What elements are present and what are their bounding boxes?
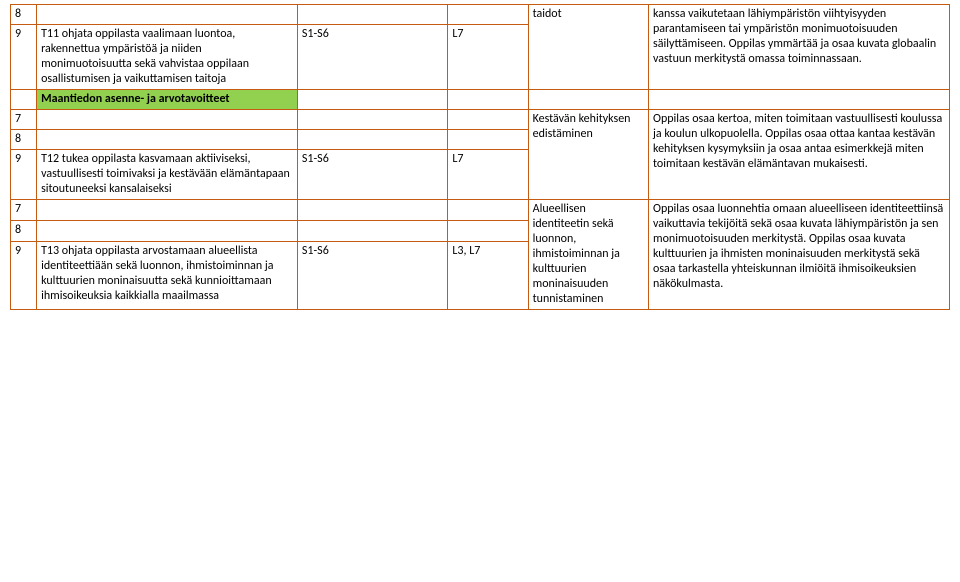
cell	[297, 200, 447, 221]
cell	[297, 220, 447, 241]
row-number: 8	[11, 130, 37, 150]
cell	[448, 110, 528, 130]
cell	[649, 90, 950, 110]
cell	[37, 5, 298, 25]
row-number: 9	[11, 241, 37, 309]
cell-description: Oppilas osaa kertoa, miten toimitaan vas…	[649, 110, 950, 200]
cell	[448, 200, 528, 221]
cell	[297, 5, 447, 25]
cell	[37, 110, 298, 130]
cell-description: Oppilas osaa luonnehtia omaan alueellise…	[649, 200, 950, 310]
row-number: 7	[11, 200, 37, 221]
section-header: Maantiedon asenne- ja arvotavoitteet	[37, 90, 298, 110]
cell-objective: T13 ohjata oppilasta arvostamaan alueell…	[37, 241, 298, 309]
cell	[297, 110, 447, 130]
cell	[528, 90, 648, 110]
cell-content: S1-S6	[297, 25, 447, 90]
cell-description: kanssa vaikutetaan lähiympäristön viihty…	[649, 5, 950, 90]
row-number: 9	[11, 25, 37, 90]
cell	[448, 5, 528, 25]
cell	[37, 220, 298, 241]
cell-skills: taidot	[528, 5, 648, 90]
cell-competence: L7	[448, 150, 528, 200]
page: 8 taidot kanssa vaikutetaan lähiympärist…	[0, 0, 960, 582]
table-row: 7 Kestävän kehityksen edistäminen Oppila…	[11, 110, 950, 130]
cell	[11, 90, 37, 110]
row-number: 7	[11, 110, 37, 130]
cell-competence: L3, L7	[448, 241, 528, 309]
cell	[448, 130, 528, 150]
cell	[297, 130, 447, 150]
table-row: 8 taidot kanssa vaikutetaan lähiympärist…	[11, 5, 950, 25]
cell-content: S1-S6	[297, 241, 447, 309]
cell-content: S1-S6	[297, 150, 447, 200]
cell	[37, 130, 298, 150]
cell-skills: Alueellisen identiteetin sekä luonnon, i…	[528, 200, 648, 310]
curriculum-table: 8 taidot kanssa vaikutetaan lähiympärist…	[10, 4, 950, 310]
cell	[448, 90, 528, 110]
row-number: 9	[11, 150, 37, 200]
table-row: 7 Alueellisen identiteetin sekä luonnon,…	[11, 200, 950, 221]
table-row: Maantiedon asenne- ja arvotavoitteet	[11, 90, 950, 110]
cell-objective: T12 tukea oppilasta kasvamaan aktiivisek…	[37, 150, 298, 200]
cell-objective: T11 ohjata oppilasta vaalimaan luontoa, …	[37, 25, 298, 90]
cell-skills: Kestävän kehityksen edistäminen	[528, 110, 648, 200]
cell	[297, 90, 447, 110]
cell-competence: L7	[448, 25, 528, 90]
cell	[37, 200, 298, 221]
cell	[448, 220, 528, 241]
row-number: 8	[11, 5, 37, 25]
row-number: 8	[11, 220, 37, 241]
